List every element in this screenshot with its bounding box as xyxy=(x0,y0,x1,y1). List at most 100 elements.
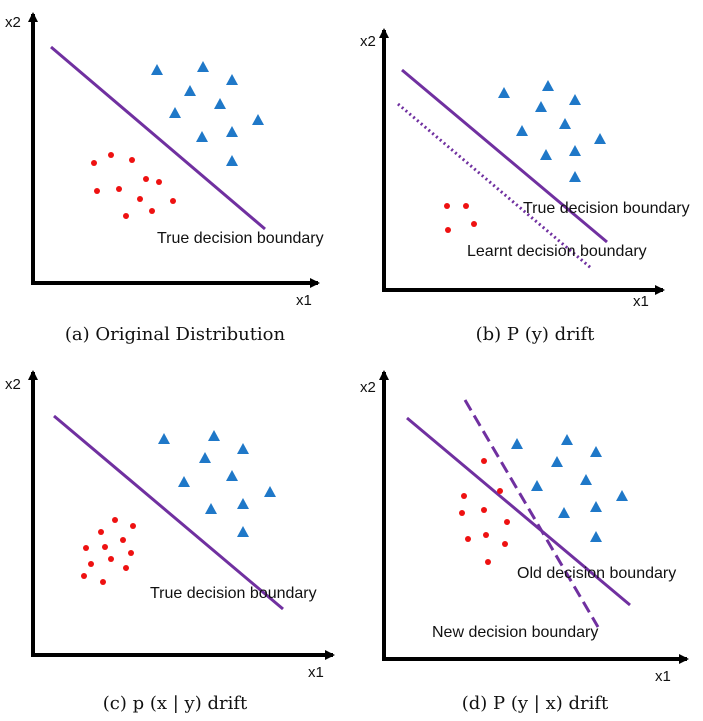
class-dots xyxy=(444,203,477,233)
data-triangle xyxy=(151,64,163,75)
caption-c: (c) p (x | y) drift xyxy=(102,693,248,714)
y-axis-label: x2 xyxy=(360,33,376,50)
data-triangle xyxy=(559,118,571,129)
x-axis-label: x1 xyxy=(296,292,312,309)
data-triangle xyxy=(252,114,264,125)
data-triangle xyxy=(540,149,552,160)
class-dots xyxy=(81,517,136,585)
data-dot xyxy=(112,517,118,523)
data-dot xyxy=(502,541,508,547)
panel-c: x2 x1 True decision boundary xyxy=(5,370,335,681)
data-triangle xyxy=(594,133,606,144)
class-triangles xyxy=(511,434,628,542)
data-dot xyxy=(504,519,510,525)
true-decision-boundary xyxy=(50,45,266,231)
data-triangle xyxy=(197,61,209,72)
caption-d: (d) P (y | x) drift xyxy=(461,693,609,714)
data-triangle xyxy=(226,155,238,166)
data-dot xyxy=(465,536,471,542)
data-dot xyxy=(170,198,176,204)
data-triangle xyxy=(516,125,528,136)
true-decision-boundary xyxy=(401,68,608,244)
caption-b: (b) P (y) drift xyxy=(475,324,595,345)
y-axis-label: x2 xyxy=(360,379,376,396)
data-dot xyxy=(444,203,450,209)
data-triangle xyxy=(569,94,581,105)
y-axis-label: x2 xyxy=(5,14,21,31)
data-dot xyxy=(123,565,129,571)
data-dot xyxy=(81,573,87,579)
data-triangle xyxy=(184,85,196,96)
data-triangle xyxy=(226,470,238,481)
learnt-decision-boundary xyxy=(397,102,592,270)
data-dot xyxy=(445,227,451,233)
learnt-decision-boundary-label: Learnt decision boundary xyxy=(467,243,647,260)
data-triangle xyxy=(498,87,510,98)
data-triangle xyxy=(511,438,523,449)
data-triangle xyxy=(542,80,554,91)
data-triangle xyxy=(531,480,543,491)
x-axis-label: x1 xyxy=(655,668,671,685)
data-triangle xyxy=(580,474,592,485)
data-triangle xyxy=(178,476,190,487)
data-dot xyxy=(108,556,114,562)
data-triangle xyxy=(590,531,602,542)
panel-b: x2 x1 True decision boundary Learnt deci… xyxy=(360,28,690,310)
new-decision-boundary-label: New decision boundary xyxy=(432,624,598,641)
data-triangle xyxy=(158,433,170,444)
old-decision-boundary-label: Old decision boundary xyxy=(517,565,676,582)
data-dot xyxy=(116,186,122,192)
data-triangle xyxy=(551,456,563,467)
data-dot xyxy=(129,157,135,163)
data-triangle xyxy=(590,446,602,457)
data-dot xyxy=(120,537,126,543)
data-dot xyxy=(149,208,155,214)
true-decision-boundary-label: True decision boundary xyxy=(150,585,317,602)
x-axis-label: x1 xyxy=(633,293,649,310)
data-dot xyxy=(108,152,114,158)
data-triangle xyxy=(616,490,628,501)
data-dot xyxy=(156,179,162,185)
data-triangle xyxy=(196,131,208,142)
data-dot xyxy=(130,523,136,529)
data-dot xyxy=(497,488,503,494)
panel-a: x2 x1 True decision boundary xyxy=(5,12,324,309)
data-triangle xyxy=(237,526,249,537)
data-dot xyxy=(459,510,465,516)
class-dots xyxy=(459,458,510,565)
class-dots xyxy=(91,152,176,219)
data-triangle xyxy=(199,452,211,463)
data-triangle xyxy=(569,145,581,156)
true-decision-boundary-label: True decision boundary xyxy=(157,230,324,247)
panel-d: x2 x1 Old decision boundary New decision… xyxy=(360,370,689,685)
data-triangle xyxy=(237,443,249,454)
class-triangles xyxy=(151,61,264,166)
data-dot xyxy=(94,188,100,194)
data-dot xyxy=(471,221,477,227)
data-dot xyxy=(98,529,104,535)
data-dot xyxy=(481,458,487,464)
data-triangle xyxy=(264,486,276,497)
data-triangle xyxy=(169,107,181,118)
true-decision-boundary-label: True decision boundary xyxy=(523,200,690,217)
class-triangles xyxy=(498,80,606,182)
data-triangle xyxy=(561,434,573,445)
data-dot xyxy=(91,160,97,166)
data-triangle xyxy=(558,507,570,518)
data-dot xyxy=(461,493,467,499)
data-dot xyxy=(100,579,106,585)
new-decision-boundary xyxy=(463,399,600,628)
true-decision-boundary xyxy=(53,414,284,611)
data-dot xyxy=(102,544,108,550)
data-dot xyxy=(485,559,491,565)
data-dot xyxy=(83,545,89,551)
data-dot xyxy=(137,196,143,202)
data-triangle xyxy=(226,126,238,137)
data-triangle xyxy=(237,498,249,509)
y-axis-label: x2 xyxy=(5,376,21,393)
old-decision-boundary xyxy=(406,416,631,607)
data-triangle xyxy=(226,74,238,85)
data-triangle xyxy=(208,430,220,441)
data-triangle xyxy=(590,501,602,512)
